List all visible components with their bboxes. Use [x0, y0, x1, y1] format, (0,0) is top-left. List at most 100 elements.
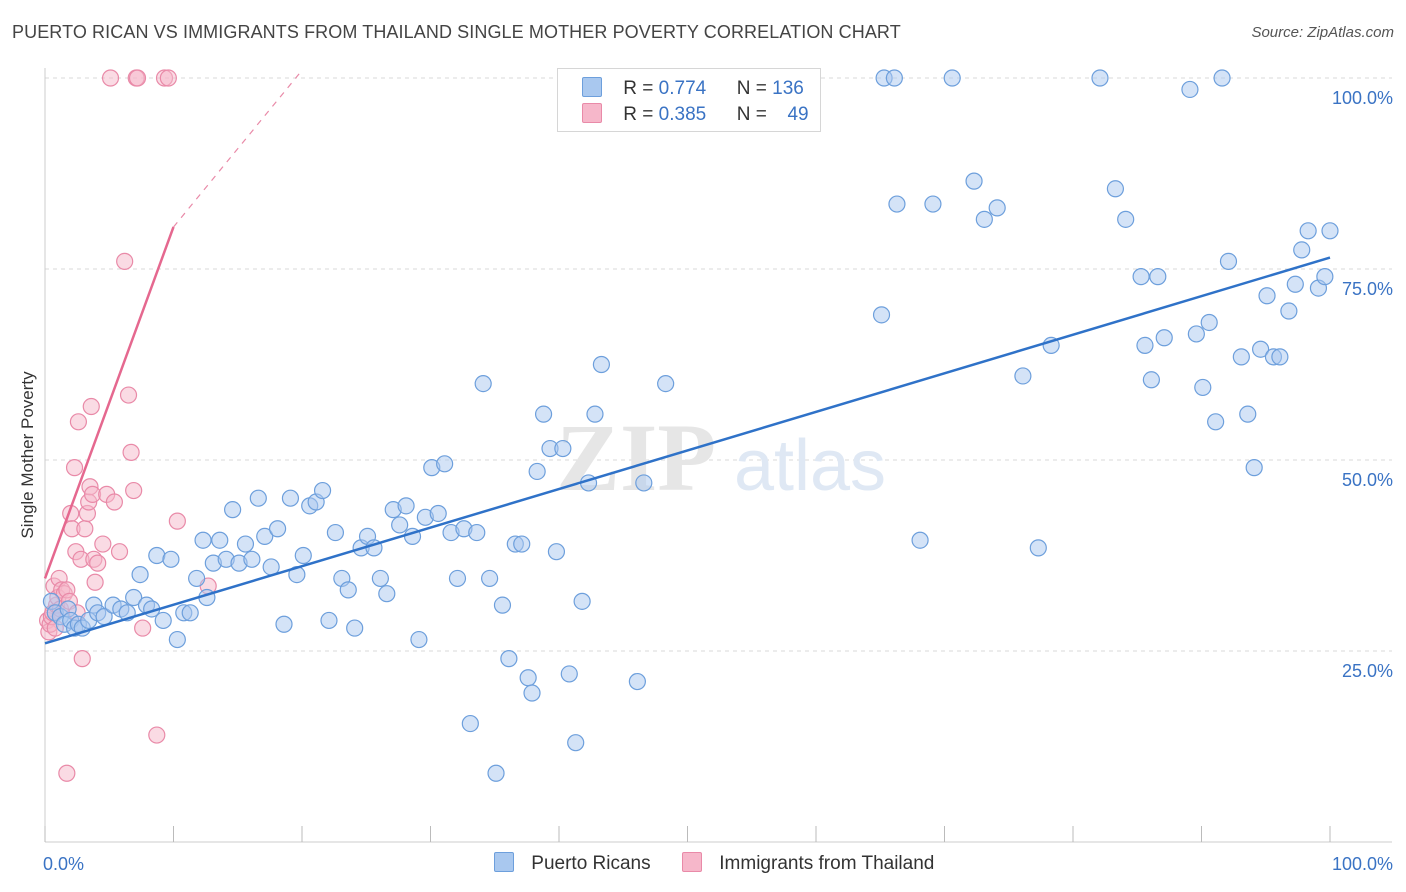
legend-r-value: 0.774 — [658, 78, 707, 99]
puerto-rican-point — [924, 195, 942, 213]
bottom-legend-label: Puerto Ricans — [531, 853, 651, 874]
puerto-rican-point — [1187, 325, 1205, 343]
puerto-rican-point — [1321, 222, 1339, 240]
puerto-rican-point — [635, 474, 653, 492]
puerto-rican-point — [125, 588, 143, 607]
puerto-rican-point — [320, 611, 338, 630]
puerto-rican-point — [410, 630, 428, 649]
bottom-legend-swatch-pink — [682, 852, 702, 872]
thailand-point — [69, 413, 88, 431]
puerto-rican-point — [188, 569, 206, 588]
legend-n-label: N = — [736, 104, 767, 125]
puerto-rican-point — [888, 195, 906, 213]
puerto-rican-point — [1136, 336, 1154, 354]
thailand-points — [38, 69, 217, 782]
puerto-rican-point — [519, 669, 537, 687]
puerto-rican-point — [249, 489, 267, 507]
puerto-rican-point — [1200, 313, 1218, 332]
puerto-rican-point — [211, 531, 229, 549]
puerto-rican-point — [523, 684, 541, 702]
puerto-rican-point — [1239, 405, 1257, 423]
puerto-rican-point — [487, 764, 505, 782]
thailand-point — [58, 764, 76, 782]
trend-lines — [43, 69, 1331, 645]
legend-n-value: 136 — [772, 78, 804, 99]
puerto-rican-point — [628, 672, 646, 691]
puerto-rican-point — [988, 199, 1006, 217]
puerto-rican-point — [1252, 340, 1270, 358]
y-axis-label: Single Mother Poverty — [18, 371, 37, 539]
puerto-rican-point — [1207, 413, 1225, 431]
puerto-rican-point — [1316, 268, 1334, 286]
puerto-rican-point — [326, 523, 345, 542]
bottom-legend-thailand: Immigrants from Thailand — [682, 852, 934, 875]
puerto-rican-point — [1142, 371, 1160, 389]
x-tick-label: 0.0% — [43, 854, 84, 874]
legend-n-label: N = — [736, 78, 767, 99]
puerto-rican-point — [1213, 69, 1231, 87]
puerto-rican-point — [554, 439, 572, 458]
puerto-rican-point — [586, 405, 604, 423]
stats-legend: R = 0.774 N = 136 R = 0.385 N = 49 — [557, 68, 821, 132]
puerto-rican-point — [567, 734, 585, 752]
thailand-point — [101, 69, 120, 87]
puerto-rican-point — [1194, 378, 1212, 397]
thailand-point — [76, 520, 94, 538]
watermark-zip: ZIP — [556, 404, 716, 511]
puerto-rican-point — [1286, 275, 1304, 293]
thailand-point — [125, 481, 143, 500]
legend-row-thailand: R = 0.385 N = 49 — [582, 103, 809, 127]
puerto-rican-point — [481, 569, 499, 588]
puerto-rican-point — [281, 489, 300, 507]
puerto-rican-point — [1280, 302, 1298, 320]
puerto-rican-point — [148, 546, 166, 565]
puerto-rican-point — [346, 619, 364, 637]
legend-r-label: R = — [623, 78, 654, 99]
tick-labels: 25.0% 50.0% 75.0% 100.0% 0.0% 100.0% — [43, 88, 1393, 874]
puerto-rican-point — [429, 504, 447, 523]
puerto-rican-point — [573, 592, 591, 610]
bottom-legend-puerto-ricans: Puerto Ricans — [494, 852, 651, 875]
legend-n-value: 49 — [787, 104, 809, 125]
puerto-rican-point — [448, 569, 467, 588]
puerto-rican-point — [1271, 348, 1289, 366]
legend-r-label: R = — [623, 104, 654, 125]
puerto-rican-point — [131, 565, 149, 584]
puerto-rican-point — [1258, 287, 1276, 305]
source-label: Source: ZipAtlas.com — [1251, 24, 1394, 41]
y-tick-label: 75.0% — [1342, 279, 1393, 299]
puerto-rican-point — [1155, 329, 1173, 347]
legend-swatch-blue — [582, 77, 602, 97]
puerto-rican-point — [224, 501, 242, 519]
puerto-rican-point — [560, 665, 578, 683]
watermark: ZIP atlas — [556, 404, 886, 511]
puerto-rican-point — [436, 455, 454, 473]
puerto-rican-point — [243, 550, 261, 568]
thailand-point — [168, 512, 186, 530]
puerto-rican-point — [975, 210, 993, 228]
bottom-legend-label: Immigrants from Thailand — [719, 853, 935, 874]
puerto-rican-point — [1245, 459, 1263, 477]
thailand-point — [94, 535, 112, 553]
puerto-rican-point — [1106, 180, 1125, 198]
puerto-rican-point — [493, 596, 512, 614]
puerto-rican-point — [154, 611, 172, 630]
puerto-rican-point — [194, 531, 212, 549]
puerto-rican-point — [268, 520, 287, 538]
thailand-point — [148, 726, 166, 744]
grid-lines — [45, 77, 1392, 652]
puerto-rican-point — [461, 714, 479, 733]
thailand-point — [105, 493, 123, 511]
puerto-rican-point — [256, 527, 274, 546]
thailand-point — [82, 397, 100, 416]
thailand-point — [65, 459, 84, 477]
puerto-rican-point — [168, 630, 186, 649]
thailand-point — [159, 69, 177, 87]
puerto-rican-point — [1117, 210, 1135, 228]
puerto-rican-point — [1132, 268, 1150, 286]
y-tick-label: 25.0% — [1342, 661, 1393, 681]
thailand-point — [73, 650, 91, 668]
thailand-point — [110, 543, 129, 561]
thailand-point — [119, 386, 138, 404]
puerto-rican-point — [391, 516, 409, 534]
